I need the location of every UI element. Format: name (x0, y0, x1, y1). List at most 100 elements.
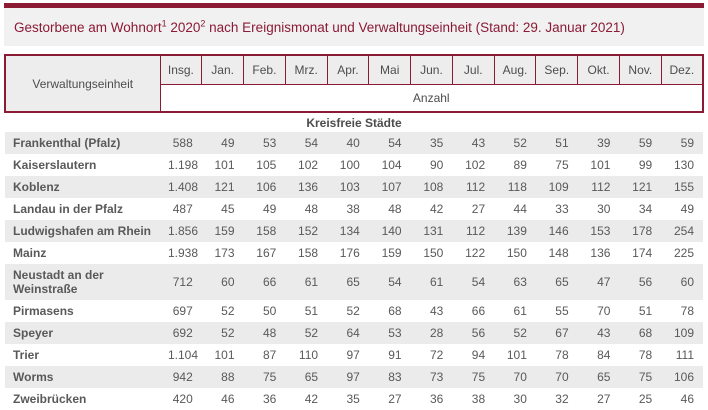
value-cell: 134 (339, 224, 360, 238)
value-cell: 67 (555, 326, 569, 340)
title-text-2: 2020 (166, 19, 201, 35)
value-cell: 89 (513, 158, 527, 172)
value-cell: 153 (590, 224, 611, 238)
value-cell: 712 (172, 275, 193, 289)
value-cell: 49 (262, 202, 277, 216)
value-cell: 1.856 (168, 224, 199, 238)
table-row: Zweibrücken 420 46 36 42 35 27 36 38 30 32 27 25 46 (5, 388, 703, 410)
value-cell: 1.198 (168, 158, 199, 172)
value-cell: 42 (304, 392, 319, 406)
value-cell: 75 (555, 158, 569, 172)
value-cell: 36 (262, 392, 277, 406)
value-cell: 173 (214, 246, 235, 260)
value-cell: 103 (339, 180, 360, 194)
value-cell: 1.408 (168, 180, 199, 194)
value-cell: 49 (680, 202, 694, 216)
value-cell: 97 (346, 348, 360, 362)
value-cell: 102 (298, 158, 319, 172)
value-cell: 63 (513, 275, 527, 289)
value-cell: 150 (506, 246, 527, 260)
value-cell: 46 (221, 392, 235, 406)
value-cell: 56 (638, 275, 653, 289)
value-cell: 109 (548, 180, 569, 194)
value-cell: 50 (262, 304, 277, 318)
value-cell: 130 (673, 158, 694, 172)
column-header-month: Jul. (451, 54, 495, 85)
row-label: Ludwigshafen am Rhein (13, 224, 152, 238)
value-cell: 139 (506, 224, 527, 238)
column-header-month: Feb. (243, 54, 286, 85)
value-cell: 78 (638, 348, 653, 362)
value-cell: 225 (673, 246, 694, 260)
value-cell: 174 (632, 246, 653, 260)
title-text-3: nach Ereignismonat und Verwaltungseinhei… (205, 19, 625, 35)
value-cell: 52 (513, 326, 527, 340)
value-cell: 52 (346, 304, 360, 318)
value-cell: 106 (673, 370, 694, 384)
value-cell: 60 (221, 275, 235, 289)
value-cell: 121 (632, 180, 653, 194)
value-cell: 131 (423, 224, 444, 238)
value-cell: 101 (590, 158, 611, 172)
value-cell: 43 (430, 304, 444, 318)
value-cell: 43 (597, 326, 611, 340)
column-header-row: Verwaltungseinheit Insg. Jan. Feb. Mrz. Apr.… (4, 54, 704, 113)
value-cell: 45 (221, 202, 235, 216)
column-header-month: Insg. (159, 54, 203, 85)
value-cell: 94 (471, 348, 486, 362)
value-cell: 44 (513, 202, 527, 216)
value-cell: 176 (339, 246, 360, 260)
value-cell: 159 (381, 246, 402, 260)
value-cell: 73 (430, 370, 444, 384)
value-cell: 65 (555, 275, 569, 289)
value-cell: 38 (471, 392, 486, 406)
deaths-by-month-table: Verwaltungseinheit Insg. Jan. Feb. Mrz. Apr.… (4, 54, 704, 410)
table-row: Mainz 1.938 173 167 158 176 159 150 122 150 148 136… (5, 242, 703, 264)
value-cell: 42 (430, 202, 444, 216)
value-cell: 48 (262, 326, 277, 340)
column-header-month: Okt. (577, 54, 620, 85)
value-cell: 75 (471, 370, 486, 384)
value-cell: 167 (256, 246, 277, 260)
value-cell: 101 (214, 348, 235, 362)
value-cell: 54 (304, 136, 319, 150)
row-label: Koblenz (13, 180, 60, 194)
value-cell: 54 (388, 275, 402, 289)
page-title: Gestorbene am Wohnort1 20202 nach Ereign… (14, 19, 625, 35)
column-header-month: Jun. (410, 54, 453, 85)
value-cell: 83 (388, 370, 402, 384)
value-cell: 697 (172, 304, 193, 318)
row-label: Landau in der Pfalz (13, 202, 124, 216)
value-cell: 108 (423, 180, 444, 194)
value-cell: 35 (346, 392, 360, 406)
value-cell: 25 (638, 392, 653, 406)
value-cell: 47 (597, 275, 611, 289)
value-cell: 51 (638, 304, 653, 318)
unit-label: Anzahl (159, 84, 704, 113)
table-body: Kreisfreie Städte Frankenthal (Pfalz) 588… (5, 112, 703, 410)
column-header-verwaltungseinheit: Verwaltungseinheit (4, 54, 161, 113)
value-cell: 159 (214, 224, 235, 238)
value-cell: 152 (298, 224, 319, 238)
value-cell: 84 (597, 348, 611, 362)
value-cell: 70 (513, 370, 527, 384)
title-bar: Gestorbene am Wohnort1 20202 nach Ereign… (4, 8, 704, 46)
value-cell: 107 (381, 180, 402, 194)
value-cell: 91 (388, 348, 402, 362)
value-cell: 59 (638, 136, 653, 150)
value-cell: 87 (262, 348, 277, 362)
table-row: Landau in der Pfalz 487 45 49 48 38 48 42 27 44 33… (5, 198, 703, 220)
value-cell: 106 (256, 180, 277, 194)
value-cell: 66 (471, 304, 486, 318)
column-header-month: Aug. (493, 54, 537, 85)
value-cell: 49 (221, 136, 235, 150)
value-cell: 72 (430, 348, 444, 362)
value-cell: 70 (597, 304, 611, 318)
value-cell: 111 (675, 348, 694, 362)
value-cell: 27 (597, 392, 611, 406)
value-cell: 146 (548, 224, 569, 238)
value-cell: 68 (638, 326, 653, 340)
value-cell: 1.104 (168, 348, 199, 362)
row-label: Speyer (13, 326, 54, 340)
